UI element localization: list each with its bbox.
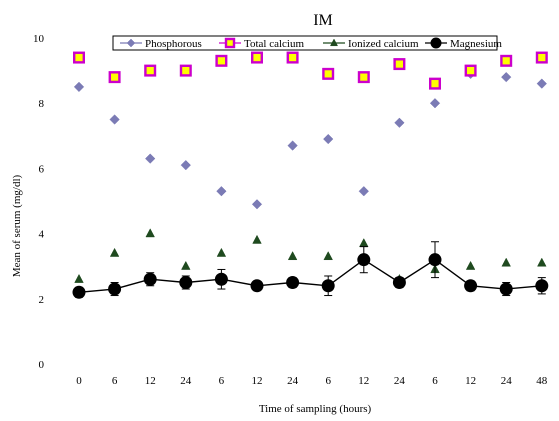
x-tick-label: 0 bbox=[76, 375, 82, 387]
phosphorous-point bbox=[180, 159, 191, 171]
total-calcium-point bbox=[144, 64, 157, 77]
ionized-calcium-point bbox=[465, 260, 476, 270]
legend-marker-total-calcium bbox=[224, 37, 236, 49]
total-calcium-point bbox=[250, 51, 263, 64]
ionized-calcium-point bbox=[323, 251, 333, 261]
legend-box bbox=[112, 35, 498, 51]
x-tick-label: 24 bbox=[501, 375, 513, 387]
magnesium-point bbox=[464, 279, 478, 293]
total-calcium-point bbox=[179, 64, 192, 77]
x-tick-label: 24 bbox=[394, 375, 406, 387]
legend-marker-phosphorous bbox=[126, 38, 136, 48]
x-tick-label: 6 bbox=[432, 375, 438, 387]
ionized-calcium-point bbox=[252, 234, 262, 244]
legend-marker-ionized-calcium bbox=[329, 38, 339, 47]
phosphorous-point bbox=[251, 199, 263, 210]
phosphorous-point bbox=[429, 98, 441, 109]
total-calcium-point bbox=[429, 77, 442, 90]
total-calcium-point bbox=[464, 64, 477, 77]
axes: 02468101206122461224612246122448 bbox=[33, 33, 548, 387]
total-calcium-point bbox=[357, 71, 370, 84]
magnesium-point bbox=[499, 282, 513, 296]
ionized-calcium-point bbox=[287, 251, 298, 261]
x-tick-label: 48 bbox=[536, 375, 548, 387]
x-tick-label: 6 bbox=[112, 375, 118, 387]
legend-label-total-calcium: Total calcium bbox=[244, 38, 304, 50]
ionized-calcium-point bbox=[74, 273, 84, 283]
legend-marker-magnesium bbox=[430, 37, 442, 49]
phosphorous-point bbox=[394, 117, 405, 128]
magnesium-point bbox=[108, 282, 122, 296]
y-tick-label: 6 bbox=[39, 163, 45, 175]
magnesium-point bbox=[286, 276, 300, 289]
ionized-calcium-point bbox=[181, 260, 191, 270]
magnesium-point bbox=[535, 279, 549, 293]
total-calcium-point bbox=[322, 67, 335, 80]
total-calcium-point bbox=[108, 71, 121, 84]
total-calcium-point bbox=[215, 54, 228, 67]
x-tick-label: 6 bbox=[325, 375, 331, 387]
ionized-calcium-point bbox=[145, 228, 155, 238]
x-tick-label: 12 bbox=[358, 375, 369, 387]
ionized-calcium-point bbox=[501, 257, 511, 267]
total-calcium-point bbox=[500, 54, 513, 67]
magnesium-point bbox=[321, 279, 335, 293]
phosphorous-point bbox=[536, 78, 547, 89]
y-tick-label: 8 bbox=[39, 98, 45, 110]
chart-title: IM bbox=[313, 12, 333, 29]
ionized-calcium-point bbox=[109, 247, 120, 257]
x-tick-label: 24 bbox=[180, 375, 192, 387]
magnesium-point bbox=[357, 253, 371, 267]
total-calcium-point bbox=[393, 58, 406, 71]
ionized-calcium-point bbox=[216, 247, 227, 257]
magnesium-point bbox=[250, 279, 264, 293]
y-tick-label: 10 bbox=[33, 33, 45, 45]
x-tick-label: 12 bbox=[252, 375, 263, 387]
y-tick-label: 2 bbox=[39, 294, 45, 306]
ionized-calcium-point bbox=[537, 257, 547, 267]
legend: Phosphorous Total calcium Ionized calcium M… bbox=[112, 35, 502, 51]
x-tick-label: 12 bbox=[145, 375, 156, 387]
phosphorous-point bbox=[287, 140, 298, 151]
x-tick-label: 12 bbox=[465, 375, 476, 387]
x-axis-label: Time of sampling (hours) bbox=[259, 403, 372, 415]
magnesium-point bbox=[72, 285, 86, 299]
legend-label-phosphorous: Phosphorous bbox=[145, 38, 202, 50]
magnesium-point bbox=[428, 253, 442, 267]
magnesium-point bbox=[214, 272, 228, 286]
magnesium-point bbox=[179, 276, 193, 289]
chart-marks bbox=[72, 51, 549, 299]
phosphorous-point bbox=[109, 114, 120, 125]
legend-label-magnesium: Magnesium bbox=[450, 38, 502, 50]
x-tick-label: 24 bbox=[287, 375, 299, 387]
total-calcium-point bbox=[535, 51, 548, 64]
phosphorous-point bbox=[73, 81, 85, 93]
phosphorous-point bbox=[501, 71, 512, 83]
phosphorous-point bbox=[323, 133, 334, 145]
phosphorous-point bbox=[216, 186, 227, 197]
y-tick-label: 4 bbox=[39, 229, 45, 241]
phosphorous-point bbox=[358, 186, 369, 197]
total-calcium-point bbox=[286, 51, 299, 64]
ionized-calcium-point bbox=[359, 238, 369, 247]
phosphorous-point bbox=[145, 153, 156, 164]
y-axis-label: Mean of serum (mg/dl) bbox=[11, 174, 23, 277]
legend-label-ionized-calcium: Ionized calcium bbox=[348, 38, 419, 50]
total-calcium-point bbox=[72, 51, 85, 64]
x-tick-label: 6 bbox=[219, 375, 225, 387]
magnesium-point bbox=[143, 272, 157, 286]
y-tick-label: 0 bbox=[39, 359, 45, 371]
magnesium-point bbox=[392, 276, 406, 289]
